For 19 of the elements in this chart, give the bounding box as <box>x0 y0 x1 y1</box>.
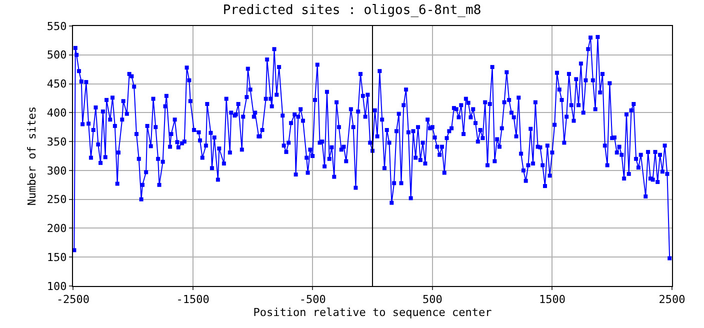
y-tick-label: 350 <box>46 135 67 148</box>
x-tick-label: -1500 <box>176 293 210 306</box>
y-tick-label: 200 <box>46 222 67 236</box>
x-tick-label: 500 <box>422 293 442 306</box>
x-tick-label: 1500 <box>538 293 566 306</box>
y-tick-label: 300 <box>46 164 67 178</box>
x-tick-label: 2500 <box>658 293 686 306</box>
x-axis-title: Position relative to sequence center <box>253 306 492 320</box>
y-tick-label: 100 <box>46 280 67 293</box>
x-tick-label: -500 <box>299 293 326 306</box>
chart-title: Predicted sites : oligos_6-8nt_m8 <box>222 3 482 18</box>
y-tick-label: 250 <box>46 193 67 206</box>
x-tick-label: -2500 <box>56 293 90 306</box>
y-tick-label: 550 <box>46 20 67 33</box>
y-tick-label: 400 <box>46 106 67 120</box>
y-tick-label: 500 <box>46 48 67 62</box>
y-tick-label: 450 <box>46 78 67 91</box>
y-tick-label: 150 <box>46 250 67 264</box>
y-axis-title: Number of sites <box>26 106 39 206</box>
